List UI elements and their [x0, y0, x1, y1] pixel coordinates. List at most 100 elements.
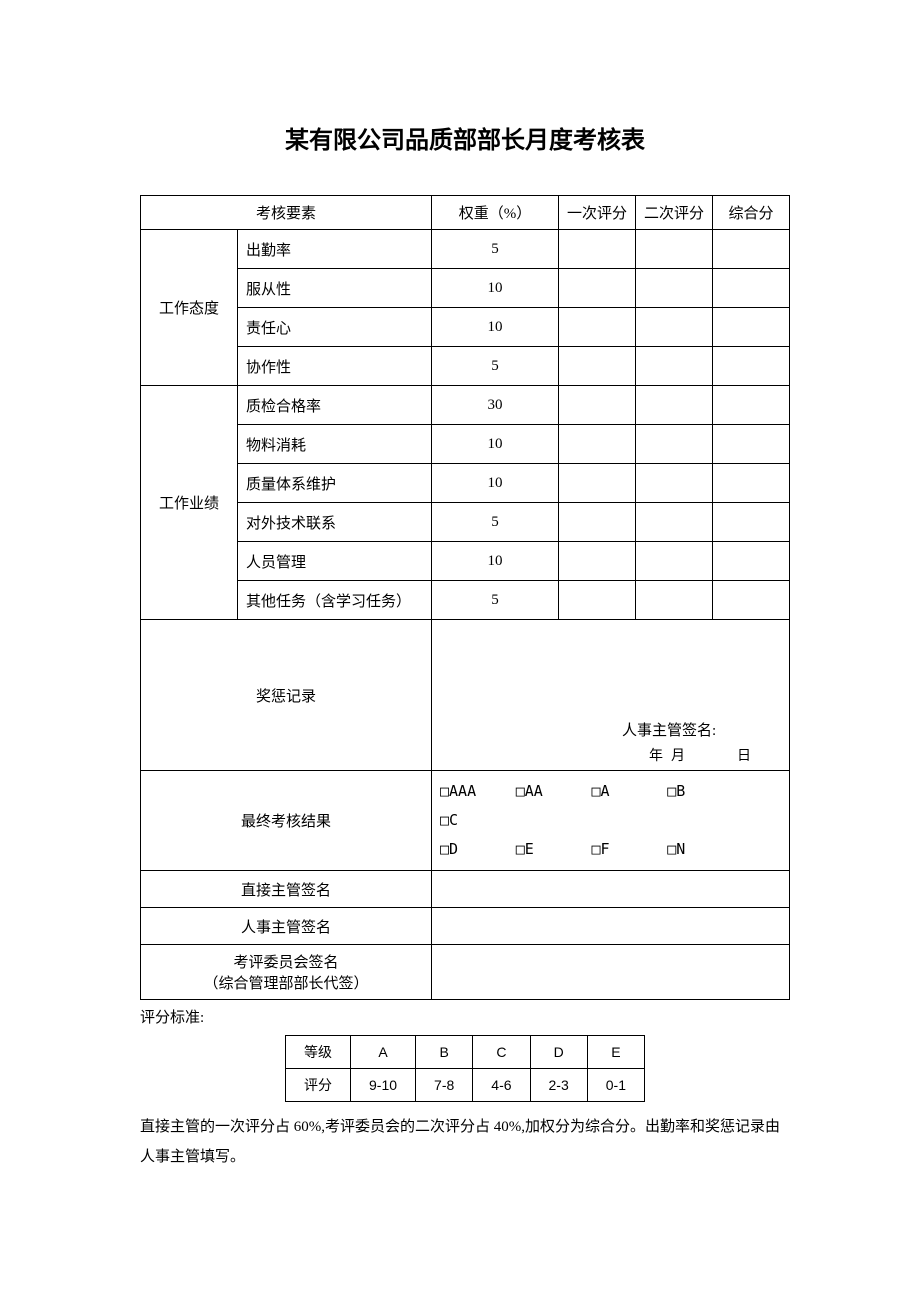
grading-header-row: 等级 A B C D E [286, 1036, 645, 1069]
item-name: 协作性 [238, 347, 432, 386]
grading-row-0: 评分 [286, 1069, 351, 1102]
score1-cell[interactable] [559, 542, 636, 581]
date-label: 年月 日 [649, 745, 759, 765]
score2-cell[interactable] [636, 230, 713, 269]
item-weight: 5 [432, 347, 559, 386]
result-options-cell: □AAA □AA □A □B □C □D □E □F □N [432, 771, 790, 871]
table-row: 人员管理 10 [141, 542, 790, 581]
grading-value-row: 评分 9-10 7-8 4-6 2-3 0-1 [286, 1069, 645, 1102]
total-cell[interactable] [713, 386, 790, 425]
header-total: 综合分 [713, 196, 790, 230]
item-name: 责任心 [238, 308, 432, 347]
table-row: 物料消耗 10 [141, 425, 790, 464]
record-label: 奖惩记录 [141, 620, 432, 771]
score1-cell[interactable] [559, 230, 636, 269]
score2-cell[interactable] [636, 464, 713, 503]
table-row: 其他任务（含学习任务） 5 [141, 581, 790, 620]
score2-cell[interactable] [636, 542, 713, 581]
total-cell[interactable] [713, 230, 790, 269]
grading-header-2: B [416, 1036, 473, 1069]
total-cell[interactable] [713, 581, 790, 620]
score1-cell[interactable] [559, 425, 636, 464]
score2-cell[interactable] [636, 269, 713, 308]
item-name: 质检合格率 [238, 386, 432, 425]
score2-cell[interactable] [636, 503, 713, 542]
grading-row-5: 0-1 [587, 1069, 644, 1102]
item-weight: 10 [432, 425, 559, 464]
checkbox-d[interactable]: □D [440, 835, 512, 863]
table-row: 责任心 10 [141, 308, 790, 347]
score1-cell[interactable] [559, 464, 636, 503]
score1-cell[interactable] [559, 386, 636, 425]
committee-sign-field[interactable] [432, 945, 790, 1000]
score2-cell[interactable] [636, 581, 713, 620]
grading-header-4: D [530, 1036, 587, 1069]
committee-line1: 考评委员会签名 [149, 951, 423, 972]
total-cell[interactable] [713, 425, 790, 464]
total-cell[interactable] [713, 542, 790, 581]
item-weight: 30 [432, 386, 559, 425]
item-weight: 5 [432, 503, 559, 542]
score1-cell[interactable] [559, 347, 636, 386]
item-weight: 5 [432, 230, 559, 269]
section-attitude-label: 工作态度 [141, 230, 238, 386]
hr-sign-field[interactable] [432, 908, 790, 945]
checkbox-a[interactable]: □A [592, 777, 664, 805]
committee-line2: （综合管理部部长代签） [149, 972, 423, 993]
table-row: 质量体系维护 10 [141, 464, 790, 503]
record-row: 奖惩记录 人事主管签名: 年月 日 [141, 620, 790, 771]
item-name: 对外技术联系 [238, 503, 432, 542]
table-row: 工作业绩 质检合格率 30 [141, 386, 790, 425]
checkbox-f[interactable]: □F [592, 835, 664, 863]
score1-cell[interactable] [559, 269, 636, 308]
signature-row-hr: 人事主管签名 [141, 908, 790, 945]
result-options-row2: □D □E □F □N [440, 835, 781, 864]
total-cell[interactable] [713, 347, 790, 386]
score2-cell[interactable] [636, 308, 713, 347]
hr-sign-label: 人事主管签名: [622, 719, 716, 740]
total-cell[interactable] [713, 464, 790, 503]
checkbox-n[interactable]: □N [667, 835, 739, 863]
score1-cell[interactable] [559, 308, 636, 347]
record-content-cell[interactable]: 人事主管签名: 年月 日 [432, 620, 790, 771]
checkbox-aa[interactable]: □AA [516, 777, 588, 805]
item-name: 出勤率 [238, 230, 432, 269]
table-row: 服从性 10 [141, 269, 790, 308]
grading-row-2: 7-8 [416, 1069, 473, 1102]
total-cell[interactable] [713, 503, 790, 542]
score2-cell[interactable] [636, 386, 713, 425]
checkbox-aaa[interactable]: □AAA [440, 777, 512, 805]
grading-row-3: 4-6 [473, 1069, 530, 1102]
footnote: 直接主管的一次评分占 60%,考评委员会的二次评分占 40%,加权分为综合分。出… [140, 1112, 790, 1172]
table-row: 协作性 5 [141, 347, 790, 386]
header-score2: 二次评分 [636, 196, 713, 230]
header-element: 考核要素 [141, 196, 432, 230]
table-row: 工作态度 出勤率 5 [141, 230, 790, 269]
item-weight: 10 [432, 542, 559, 581]
score2-cell[interactable] [636, 347, 713, 386]
result-label: 最终考核结果 [141, 771, 432, 871]
checkbox-c[interactable]: □C [440, 806, 512, 834]
signature-row-direct: 直接主管签名 [141, 871, 790, 908]
header-weight: 权重（%） [432, 196, 559, 230]
item-name: 人员管理 [238, 542, 432, 581]
score2-cell[interactable] [636, 425, 713, 464]
result-row: 最终考核结果 □AAA □AA □A □B □C □D □E □F □N [141, 771, 790, 871]
checkbox-e[interactable]: □E [516, 835, 588, 863]
item-weight: 5 [432, 581, 559, 620]
grading-row-1: 9-10 [351, 1069, 416, 1102]
total-cell[interactable] [713, 269, 790, 308]
grading-header-1: A [351, 1036, 416, 1069]
grading-header-5: E [587, 1036, 644, 1069]
checkbox-b[interactable]: □B [667, 777, 739, 805]
grading-row-4: 2-3 [530, 1069, 587, 1102]
grading-header-0: 等级 [286, 1036, 351, 1069]
grading-table: 等级 A B C D E 评分 9-10 7-8 4-6 2-3 0-1 [285, 1035, 645, 1102]
item-weight: 10 [432, 464, 559, 503]
grading-label: 评分标准: [140, 1006, 790, 1027]
score1-cell[interactable] [559, 581, 636, 620]
score1-cell[interactable] [559, 503, 636, 542]
item-weight: 10 [432, 308, 559, 347]
total-cell[interactable] [713, 308, 790, 347]
direct-sign-field[interactable] [432, 871, 790, 908]
